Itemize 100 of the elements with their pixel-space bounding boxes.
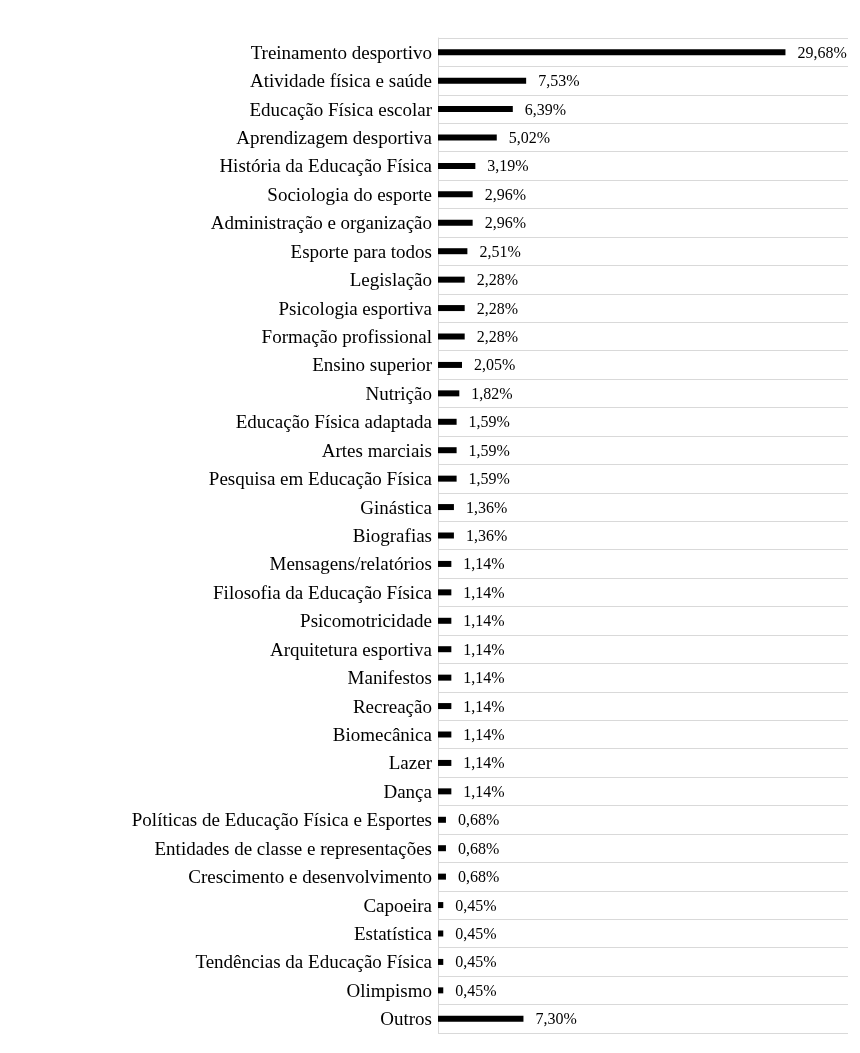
bar: [438, 788, 452, 795]
data-label: 1,59%: [468, 413, 510, 431]
data-label: 1,36%: [465, 498, 508, 516]
data-label: 1,14%: [463, 754, 505, 772]
data-label: 1,14%: [463, 583, 505, 601]
y-tick-label: Manifestos: [347, 667, 432, 689]
data-label: 2,28%: [476, 299, 519, 317]
data-label: 2,51%: [479, 242, 521, 260]
y-tick-label: Psicomotricidade: [300, 610, 432, 632]
y-tick-label: Dança: [383, 780, 433, 802]
y-tick-label: Recreação: [352, 695, 432, 717]
bar: [438, 589, 452, 596]
y-tick-label: Formação profissional: [261, 326, 432, 347]
data-label: 0,68%: [457, 868, 500, 886]
bar: [438, 1015, 524, 1022]
data-label: 5,02%: [508, 129, 551, 146]
bar: [438, 873, 446, 880]
y-tick-label: Olimpismo: [346, 979, 432, 1001]
data-label: 29,68%: [797, 43, 847, 61]
bar: [438, 930, 444, 937]
y-tick-label: Tendências da Educação Física: [195, 951, 433, 973]
bar: [438, 532, 454, 539]
bar: [438, 390, 460, 397]
y-tick-label: Pesquisa em Educação Física: [208, 468, 433, 490]
data-label: 0,45%: [455, 925, 497, 942]
y-tick-label: Biomecânica: [332, 724, 433, 745]
y-tick-label: Lazer: [388, 752, 433, 774]
y-tick-label: Biografias: [352, 525, 432, 546]
bar: [438, 248, 468, 255]
data-label: 7,30%: [535, 1010, 577, 1028]
y-tick-label: Políticas de Educação Física e Esportes: [131, 809, 432, 831]
data-label: 0,45%: [455, 953, 497, 971]
bar: [438, 305, 465, 312]
bar: [438, 646, 452, 653]
y-tick-label: Sociologia do esporte: [267, 183, 432, 205]
y-tick-label: Artes marciais: [321, 439, 432, 461]
data-label: 2,28%: [476, 271, 519, 289]
bar: [438, 617, 452, 624]
bar: [438, 504, 454, 511]
bar: [438, 191, 473, 198]
data-label: 1,14%: [463, 697, 505, 715]
bar: [438, 162, 476, 169]
y-tick-label: Entidades de classe e representações: [154, 837, 432, 859]
data-label: 1,14%: [463, 782, 505, 800]
y-tick-label: Ginástica: [360, 496, 433, 518]
data-label: 1,14%: [463, 555, 505, 573]
y-tick-label: Educação Física adaptada: [235, 411, 433, 433]
data-label: 1,14%: [463, 612, 505, 630]
data-label: 2,28%: [476, 328, 519, 345]
bar: [438, 987, 444, 994]
data-label: 2,05%: [474, 356, 516, 374]
y-tick-label: Ensino superior: [312, 354, 433, 376]
bar: [438, 361, 462, 368]
data-label: 0,68%: [457, 839, 500, 857]
bar: [438, 77, 527, 84]
bar: [438, 276, 465, 283]
y-tick-label: Filosofia da Educação Física: [213, 581, 433, 603]
y-tick-label: História da Educação Física: [219, 155, 433, 177]
bar: [438, 134, 497, 141]
data-label: 1,36%: [465, 527, 508, 544]
y-tick-label: Capoeira: [363, 894, 433, 916]
data-label: 0,45%: [455, 981, 497, 999]
y-tick-label: Legislação: [349, 269, 432, 291]
bar: [438, 475, 457, 482]
data-label: 1,59%: [468, 470, 510, 488]
bar: [438, 560, 452, 567]
bar: [438, 845, 446, 852]
y-tick-label: Treinamento desportivo: [250, 41, 432, 63]
bar: [438, 731, 452, 738]
data-label: 2,96%: [484, 185, 526, 203]
data-label: 1,82%: [471, 384, 513, 402]
data-label: 6,39%: [524, 100, 567, 118]
y-tick-label: Estatística: [353, 923, 433, 944]
bar: [438, 958, 444, 965]
y-tick-label: Administração e organização: [210, 212, 432, 234]
bar: [438, 759, 452, 766]
data-label: 1,14%: [463, 669, 505, 687]
data-label: 3,19%: [487, 157, 529, 175]
bar: [438, 418, 457, 425]
data-label: 0,45%: [455, 896, 497, 914]
bar: [438, 902, 444, 909]
data-label: 1,14%: [463, 726, 505, 743]
data-label: 1,14%: [463, 640, 505, 658]
y-tick-label: Psicologia esportiva: [278, 297, 433, 319]
data-label: 7,53%: [538, 72, 580, 90]
bar: [438, 674, 452, 681]
y-tick-label: Crescimento e desenvolvimento: [188, 866, 432, 888]
y-tick-label: Mensagens/relatórios: [269, 553, 432, 575]
y-tick-label: Atividade física e saúde: [249, 70, 432, 92]
y-tick-label: Outros: [380, 1008, 432, 1030]
y-tick-label: Educação Física escolar: [249, 98, 433, 120]
data-label: 2,96%: [484, 214, 526, 232]
y-tick-label: Esporte para todos: [290, 240, 432, 262]
y-tick-label: Arquitetura esportiva: [270, 638, 433, 660]
bar: [438, 219, 473, 226]
bar: [438, 106, 513, 113]
y-tick-label: Aprendizagem desportiva: [236, 127, 433, 148]
data-label: 1,59%: [468, 441, 510, 459]
bar: [438, 447, 457, 454]
bar: [438, 49, 786, 56]
